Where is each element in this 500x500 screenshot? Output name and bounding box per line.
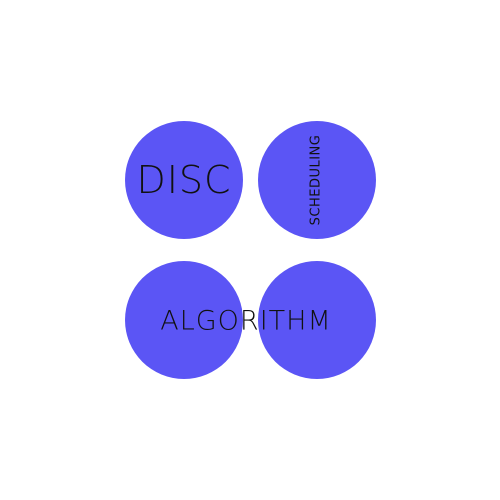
circle-bottom-right [258, 261, 376, 379]
word-scheduling: SCHEDULING [308, 134, 324, 226]
circle-top-right [258, 121, 376, 239]
circle-top-left [125, 121, 243, 239]
word-algorithm: ALGORITHM [160, 305, 332, 337]
word-disc: DISC [136, 158, 232, 202]
circle-bottom-left [125, 261, 243, 379]
